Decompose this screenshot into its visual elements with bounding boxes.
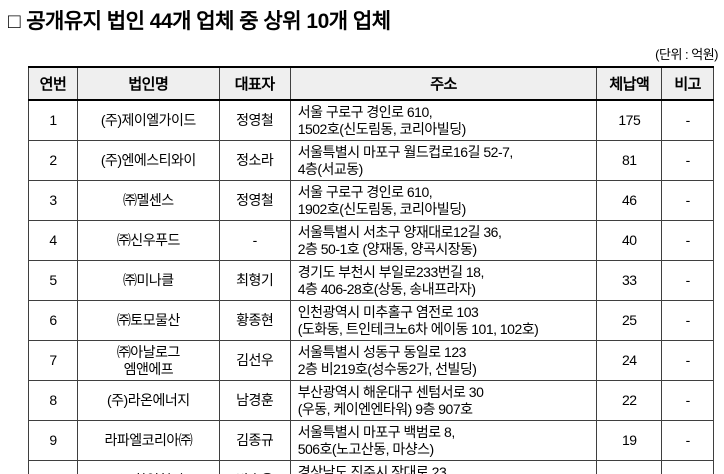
cell-addr: 서울 구로구 경인로 610, 1902호(신도림동, 코리아빌딩) xyxy=(289,180,598,221)
cell-note: - xyxy=(661,140,714,181)
cell-ceo: - xyxy=(218,220,291,261)
header-row: 연번 법인명 대표자 주소 체납액 비고 xyxy=(28,66,714,101)
cell-note: - xyxy=(661,460,714,474)
cell-no: 7 xyxy=(28,340,78,381)
cell-amount: 33 xyxy=(596,260,663,301)
cell-note: - xyxy=(661,220,714,261)
cell-addr: 서울특별시 성동구 동일로 123 2층 비219호(성수동2가, 선빌딩) xyxy=(289,340,598,381)
cell-ceo: 김종규 xyxy=(218,420,291,461)
table-row: 1 (주)제이엘가이드 정영철 서울 구로구 경인로 610, 1502호(신도림동,… xyxy=(28,99,714,141)
table-row: 8 (주)라온에너지 남경훈 부산광역시 해운대구 센텀서로 30 (우동, 케이엔엔… xyxy=(28,380,714,421)
col-header-corp: 법인명 xyxy=(76,66,220,101)
cell-note: - xyxy=(661,380,714,421)
unit-note: (단위 : 억원) xyxy=(655,47,718,62)
cell-corp: 라파엘코리아㈜ xyxy=(76,420,220,461)
cell-corp: (주)엔에스티와이 xyxy=(76,140,220,181)
cell-no: 10 xyxy=(28,460,78,474)
cell-ceo: 황종현 xyxy=(218,300,291,341)
cell-addr: 경상남도 진주시 장대로 23, 103호(장대동) xyxy=(289,460,598,474)
cell-addr: 경기도 부천시 부일로233번길 18, 4층 406-28호(상동, 송내프라… xyxy=(289,260,598,301)
cell-no: 2 xyxy=(28,140,78,181)
cell-ceo: 김선우 xyxy=(218,340,291,381)
cell-amount: 46 xyxy=(596,180,663,221)
cell-no: 6 xyxy=(28,300,78,341)
cell-ceo: 남경훈 xyxy=(218,380,291,421)
cell-note: - xyxy=(661,180,714,221)
cell-corp: ㈜아날로그 엠앤에프 xyxy=(76,340,220,381)
cell-amount: 81 xyxy=(596,140,663,181)
cell-note: - xyxy=(661,420,714,461)
cell-amount: 40 xyxy=(596,220,663,261)
cell-amount: 24 xyxy=(596,340,663,381)
cell-corp: ㈜토모물산 xyxy=(76,300,220,341)
cell-no: 9 xyxy=(28,420,78,461)
cell-no: 8 xyxy=(28,380,78,421)
table-row: 7 ㈜아날로그 엠앤에프 김선우 서울특별시 성동구 동일로 123 2층 비219호… xyxy=(28,340,714,381)
cell-corp: (주)합일청림 xyxy=(76,460,220,474)
table-header: 연번 법인명 대표자 주소 체납액 비고 xyxy=(28,66,714,101)
cell-amount: 19 xyxy=(596,460,663,474)
page-title-text: 공개유지 법인 44개 업체 중 상위 10개 업체 xyxy=(26,10,391,33)
table-row: 9 라파엘코리아㈜ 김종규 서울특별시 마포구 백범로 8, 506호(노고산동, 마… xyxy=(28,420,714,461)
table-row: 2 (주)엔에스티와이 정소라 서울특별시 마포구 월드컵로16길 52-7, 4층(… xyxy=(28,140,714,181)
cell-corp: (주)라온에너지 xyxy=(76,380,220,421)
cell-ceo: 최형기 xyxy=(218,260,291,301)
cell-corp: ㈜신우푸드 xyxy=(76,220,220,261)
cell-addr: 부산광역시 해운대구 센텀서로 30 (우동, 케이엔엔타워) 9층 907호 xyxy=(289,380,598,421)
table-row: 4 ㈜신우푸드 - 서울특별시 서초구 양재대로12길 36, 2층 50-1호 (양… xyxy=(28,220,714,261)
delinquent-corporations-table: 연번 법인명 대표자 주소 체납액 비고 1 (주)제이엘가이드 정영철 서울 구로구 경인로 … xyxy=(28,66,714,474)
square-bullet-icon: □ xyxy=(8,10,21,33)
cell-corp: (주)제이엘가이드 xyxy=(76,99,220,141)
cell-amount: 22 xyxy=(596,380,663,421)
cell-addr: 서울특별시 마포구 월드컵로16길 52-7, 4층(서교동) xyxy=(289,140,598,181)
cell-note: - xyxy=(661,99,714,141)
col-header-addr: 주소 xyxy=(289,66,598,101)
page-title: □ 공개유지 법인 44개 업체 중 상위 10개 업체 xyxy=(8,5,724,35)
col-header-note: 비고 xyxy=(661,66,714,101)
cell-ceo: 박술용 xyxy=(218,460,291,474)
cell-note: - xyxy=(661,260,714,301)
cell-corp: ㈜멜센스 xyxy=(76,180,220,221)
table-row: 3 ㈜멜센스 정영철 서울 구로구 경인로 610, 1902호(신도림동, 코리아빌… xyxy=(28,180,714,221)
table-body: 1 (주)제이엘가이드 정영철 서울 구로구 경인로 610, 1502호(신도림동,… xyxy=(28,99,714,474)
cell-addr: 서울 구로구 경인로 610, 1502호(신도림동, 코리아빌딩) xyxy=(289,99,598,141)
cell-addr: 인천광역시 미추홀구 염전로 103 (도화동, 트인테크노6차 에이동 101… xyxy=(289,300,598,341)
cell-no: 1 xyxy=(28,99,78,141)
col-header-no: 연번 xyxy=(28,66,78,101)
cell-no: 5 xyxy=(28,260,78,301)
cell-ceo: 정소라 xyxy=(218,140,291,181)
cell-ceo: 정영철 xyxy=(218,99,291,141)
cell-amount: 19 xyxy=(596,420,663,461)
col-header-ceo: 대표자 xyxy=(218,66,291,101)
cell-no: 4 xyxy=(28,220,78,261)
cell-note: - xyxy=(661,340,714,381)
cell-amount: 175 xyxy=(596,99,663,141)
cell-corp: ㈜미나클 xyxy=(76,260,220,301)
cell-no: 3 xyxy=(28,180,78,221)
cell-amount: 25 xyxy=(596,300,663,341)
col-header-amount: 체납액 xyxy=(596,66,663,101)
table-row: 6 ㈜토모물산 황종현 인천광역시 미추홀구 염전로 103 (도화동, 트인테크노6… xyxy=(28,300,714,341)
table-row: 5 ㈜미나클 최형기 경기도 부천시 부일로233번길 18, 4층 406-28호(… xyxy=(28,260,714,301)
table-row: 10(주)합일청림박술용경상남도 진주시 장대로 23, 103호(장대동)19… xyxy=(28,460,714,474)
cell-note: - xyxy=(661,300,714,341)
cell-ceo: 정영철 xyxy=(218,180,291,221)
cell-addr: 서울특별시 마포구 백범로 8, 506호(노고산동, 마샹스) xyxy=(289,420,598,461)
cell-addr: 서울특별시 서초구 양재대로12길 36, 2층 50-1호 (양재동, 양곡시… xyxy=(289,220,598,261)
